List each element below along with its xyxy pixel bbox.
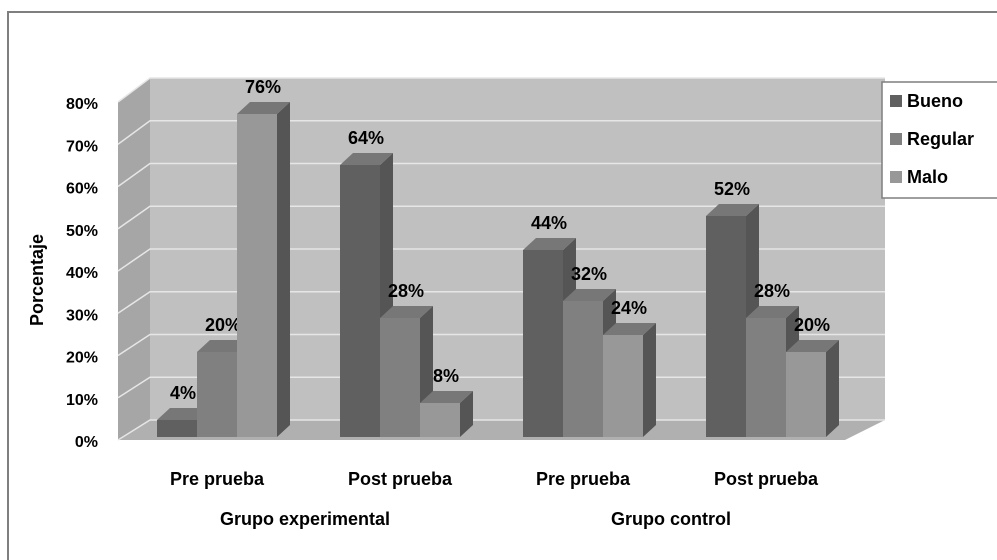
bar-front: [603, 335, 643, 437]
bar-front: [197, 352, 237, 437]
bar-front: [420, 403, 460, 437]
bar-top: [340, 153, 393, 165]
x-tick-label: Pre prueba: [170, 469, 265, 489]
data-label: 4%: [170, 383, 196, 403]
legend-swatch: [890, 171, 902, 183]
bar: [420, 391, 473, 437]
bar-front: [237, 114, 277, 437]
x-tick-label: Pre prueba: [536, 469, 631, 489]
bar-top: [157, 408, 210, 420]
bar-side: [826, 340, 839, 437]
bar-top: [420, 391, 473, 403]
legend-label: Malo: [907, 167, 948, 187]
y-tick-label: 70%: [66, 138, 98, 155]
group-label: Grupo experimental: [220, 509, 390, 529]
bar-front: [786, 352, 826, 437]
y-axis-label: Porcentaje: [27, 234, 47, 326]
grid-line: [117, 248, 885, 272]
data-label: 32%: [571, 264, 607, 284]
bar-front: [157, 420, 197, 437]
data-label: 28%: [754, 281, 790, 301]
bar-top: [603, 323, 656, 335]
x-tick-label: Post prueba: [714, 469, 819, 489]
y-tick-label: 30%: [66, 307, 98, 324]
grid-line: [117, 291, 885, 314]
bar-front: [706, 216, 746, 437]
bar-top: [706, 204, 759, 216]
bar-side: [643, 323, 656, 437]
data-label: 44%: [531, 213, 567, 233]
bar: [603, 323, 656, 437]
bar-front: [340, 165, 380, 437]
data-label: 76%: [245, 77, 281, 97]
bar-side: [277, 102, 290, 437]
bar: [786, 340, 839, 437]
bar-side: [460, 391, 473, 437]
bar-top: [563, 289, 616, 301]
bar-top: [523, 238, 576, 250]
grid-line: [117, 205, 885, 230]
data-label: 8%: [433, 366, 459, 386]
y-tick-label: 50%: [66, 223, 98, 240]
legend-label: Regular: [907, 129, 974, 149]
data-label: 64%: [348, 128, 384, 148]
bar-front: [563, 301, 603, 437]
bar-front: [380, 318, 420, 437]
grid-line: [117, 120, 885, 145]
y-tick-label: 0%: [75, 434, 98, 451]
bar-top: [746, 306, 799, 318]
y-tick-label: 40%: [66, 265, 98, 282]
data-label: 52%: [714, 179, 750, 199]
legend-swatch: [890, 133, 902, 145]
bar-front: [746, 318, 786, 437]
bar-top: [786, 340, 839, 352]
data-label: 28%: [388, 281, 424, 301]
y-tick-label: 80%: [66, 96, 98, 113]
grid-line: [117, 77, 885, 103]
bar-top: [380, 306, 433, 318]
bar-top: [197, 340, 250, 352]
x-tick-label: Post prueba: [348, 469, 453, 489]
y-tick-label: 60%: [66, 181, 98, 198]
y-tick-label: 20%: [66, 350, 98, 367]
data-label: 20%: [794, 315, 830, 335]
legend-swatch: [890, 95, 902, 107]
data-label: 20%: [205, 315, 241, 335]
group-label: Grupo control: [611, 509, 731, 529]
data-label: 24%: [611, 298, 647, 318]
y-tick-label: 10%: [66, 392, 98, 409]
bar: [237, 102, 290, 437]
grid-line: [117, 162, 885, 188]
legend-label: Bueno: [907, 91, 963, 111]
bar-front: [523, 250, 563, 437]
bar-top: [237, 102, 290, 114]
floor: [118, 420, 885, 440]
